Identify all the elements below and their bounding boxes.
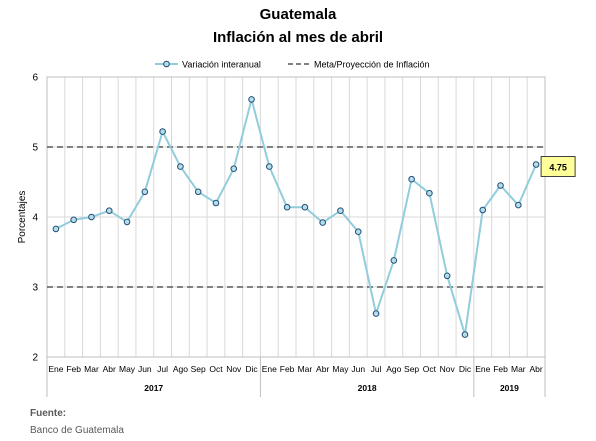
data-point [426, 189, 433, 197]
data-point [497, 182, 504, 189]
data-point [52, 225, 60, 233]
x-tick-label: Ago [173, 364, 188, 374]
x-tick-label: Feb [280, 364, 295, 374]
data-point [319, 219, 326, 226]
legend-label-meta: Meta/Proyección de Inflación [314, 60, 430, 70]
x-tick-label: Jul [157, 364, 168, 374]
data-point [230, 165, 238, 172]
data-point [194, 188, 202, 196]
data-point [177, 163, 184, 170]
x-tick-label: Mar [84, 364, 99, 374]
x-tick-label: Sep [404, 364, 419, 374]
x-tick-label: Dic [245, 364, 258, 374]
data-point [515, 201, 522, 209]
y-tick-label: 6 [32, 73, 38, 84]
x-tick-label: Dic [459, 364, 472, 374]
legend-label-variacion: Variación interanual [182, 60, 261, 70]
x-tick-label: Feb [66, 364, 81, 374]
x-tick-label: Sep [191, 364, 206, 374]
data-point [248, 96, 255, 103]
data-point [70, 216, 77, 224]
x-tick-label: May [119, 364, 136, 374]
data-point [159, 128, 166, 135]
x-tick-label: Mar [511, 364, 526, 374]
chart-title: Guatemala [259, 6, 337, 23]
data-point [266, 163, 273, 170]
x-tick-label: Jun [351, 364, 365, 374]
data-point [354, 228, 362, 235]
x-tick-label: Oct [423, 364, 437, 374]
data-point [141, 188, 149, 196]
data-point [337, 207, 344, 214]
series-line [55, 95, 538, 335]
data-point [408, 175, 415, 183]
x-tick-label: Mar [298, 364, 313, 374]
x-tick-label: Abr [316, 364, 329, 374]
x-tick-label: Nov [226, 364, 242, 374]
year-label: 2017 [144, 383, 163, 393]
x-tick-label: Nov [440, 364, 456, 374]
data-point [301, 203, 309, 211]
year-label: 2019 [500, 383, 519, 393]
data-point [105, 207, 113, 214]
plot-area [46, 76, 546, 358]
data-point [532, 161, 540, 168]
x-tick-label: Oct [209, 364, 223, 374]
x-tick-label: Ago [386, 364, 401, 374]
source-text: Banco de Guatemala [30, 425, 124, 436]
x-tick-label: Ene [475, 364, 490, 374]
y-tick-label: 3 [32, 283, 38, 294]
x-tick-label: Abr [529, 364, 542, 374]
source-label: Fuente: [30, 408, 67, 419]
data-point [479, 206, 487, 214]
x-tick-label: Jul [371, 364, 382, 374]
data-point [88, 213, 95, 221]
y-tick-label: 4 [32, 213, 38, 224]
y-tick-label: 2 [32, 353, 38, 364]
y-tick-label: 5 [32, 143, 38, 154]
x-tick-label: Ene [262, 364, 277, 374]
data-point [390, 257, 398, 264]
data-point [443, 272, 451, 280]
x-tick-label: Ene [48, 364, 63, 374]
x-tick-label: Feb [493, 364, 508, 374]
value-callout [540, 156, 576, 177]
data-point [123, 218, 131, 226]
data-point [372, 310, 380, 317]
data-point [283, 203, 291, 211]
legend-marker-variacion [163, 60, 170, 68]
data-point [461, 331, 469, 338]
x-tick-label: Abr [103, 364, 116, 374]
year-label: 2018 [358, 383, 377, 393]
x-tick-label: May [332, 364, 349, 374]
x-tick-label: Jun [138, 364, 152, 374]
y-axis-label: Porcentajes [17, 191, 28, 244]
value-callout-label: 4.75 [549, 163, 567, 173]
data-point [212, 199, 220, 207]
chart-subtitle: Inflación al mes de abril [212, 29, 384, 46]
